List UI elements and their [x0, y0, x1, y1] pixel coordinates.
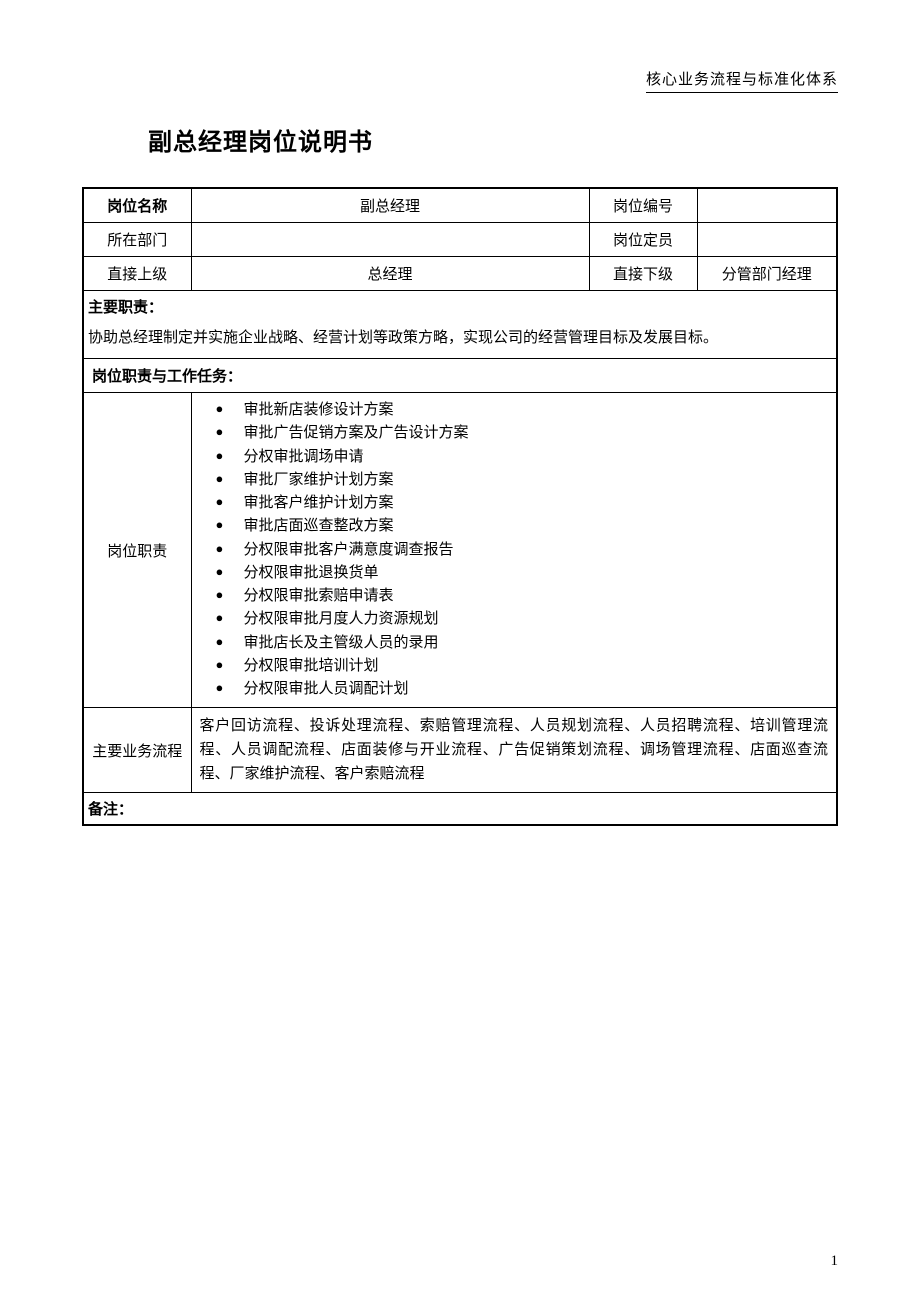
processes-row-label: 主要业务流程: [83, 708, 191, 793]
duty-item: 分权限审批月度人力资源规划: [216, 608, 833, 631]
processes-row: 主要业务流程 客户回访流程、投诉处理流程、索赔管理流程、人员规划流程、人员招聘流…: [83, 708, 837, 793]
info-row-1: 岗位名称 副总经理 岗位编号: [83, 188, 837, 223]
duty-item: 分权限审批人员调配计划: [216, 678, 833, 701]
document-title: 副总经理岗位说明书: [148, 122, 838, 157]
duty-item: 分权限审批客户满意度调查报告: [216, 539, 833, 562]
duty-item: 审批广告促销方案及广告设计方案: [216, 422, 833, 445]
duty-item: 审批新店装修设计方案: [216, 399, 833, 422]
notes-heading: 备注：: [88, 801, 133, 818]
duty-item: 分权审批调场申请: [216, 446, 833, 469]
info-row-2: 所在部门 岗位定员: [83, 223, 837, 257]
label-headcount: 岗位定员: [589, 223, 697, 257]
label-position-code: 岗位编号: [589, 188, 697, 223]
document-page: 核心业务流程与标准化体系 副总经理岗位说明书 岗位名称 副总经理 岗位编号 所在…: [0, 0, 920, 1302]
notes-row: 备注：: [83, 793, 837, 826]
label-supervisor: 直接上级: [83, 257, 191, 291]
value-position-code: [697, 188, 837, 223]
duties-row: 岗位职责 审批新店装修设计方案 审批广告促销方案及广告设计方案 分权审批调场申请…: [83, 393, 837, 708]
main-resp-text: 协助总经理制定并实施企业战略、经营计划等政策方略，实现公司的经营管理目标及发展目…: [84, 322, 836, 358]
main-resp-heading: 主要职责：: [84, 291, 836, 322]
processes-text: 客户回访流程、投诉处理流程、索赔管理流程、人员规划流程、人员招聘流程、培训管理流…: [191, 708, 837, 793]
value-headcount: [697, 223, 837, 257]
value-position-name: 副总经理: [191, 188, 589, 223]
info-row-3: 直接上级 总经理 直接下级 分管部门经理: [83, 257, 837, 291]
duty-item: 审批店面巡查整改方案: [216, 515, 833, 538]
label-position-name: 岗位名称: [83, 188, 191, 223]
duty-item: 分权限审批退换货单: [216, 562, 833, 585]
duties-heading-row: 岗位职责与工作任务：: [83, 359, 837, 393]
duty-item: 审批厂家维护计划方案: [216, 469, 833, 492]
duties-row-label: 岗位职责: [83, 393, 191, 708]
value-subordinate: 分管部门经理: [697, 257, 837, 291]
duties-heading: 岗位职责与工作任务：: [83, 359, 837, 393]
main-responsibility-row: 主要职责： 协助总经理制定并实施企业战略、经营计划等政策方略，实现公司的经营管理…: [83, 291, 837, 359]
value-department: [191, 223, 589, 257]
page-header-right: 核心业务流程与标准化体系: [646, 68, 838, 93]
page-number: 1: [831, 1253, 839, 1270]
duties-list: 审批新店装修设计方案 审批广告促销方案及广告设计方案 分权审批调场申请 审批厂家…: [196, 399, 833, 701]
label-department: 所在部门: [83, 223, 191, 257]
value-supervisor: 总经理: [191, 257, 589, 291]
duty-item: 分权限审批培训计划: [216, 655, 833, 678]
job-spec-table: 岗位名称 副总经理 岗位编号 所在部门 岗位定员 直接上级 总经理 直接下级 分…: [82, 187, 838, 826]
duty-item: 分权限审批索赔申请表: [216, 585, 833, 608]
duty-item: 审批店长及主管级人员的录用: [216, 632, 833, 655]
duty-item: 审批客户维护计划方案: [216, 492, 833, 515]
label-subordinate: 直接下级: [589, 257, 697, 291]
